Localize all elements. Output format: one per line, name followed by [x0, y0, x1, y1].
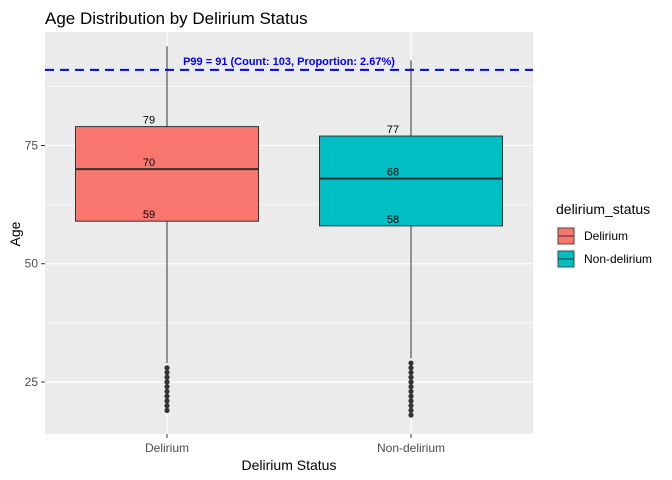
x-tick-label: Non-delirium: [377, 441, 445, 455]
plot-panel: 79 70 59 77 68 58 P99 = 91 (Count: 103, Propor…: [45, 32, 533, 434]
box-delirium: 79 70 59: [75, 46, 259, 413]
outlier-point: [408, 398, 414, 404]
box-value-label: 79: [143, 115, 155, 127]
x-axis-ticks: Delirium Non-delirium: [145, 434, 445, 455]
y-tick-label: 25: [25, 375, 39, 389]
outlier-point: [164, 403, 170, 409]
outlier-point: [408, 407, 414, 413]
legend: delirium_status Delirium Non-delirium: [556, 201, 652, 269]
outlier-point: [164, 407, 170, 413]
box-value-label: 77: [387, 124, 399, 136]
x-tick-label: Delirium: [145, 441, 189, 455]
iqr-box: [75, 126, 259, 222]
outlier-point: [164, 365, 170, 371]
y-tick-label: 50: [25, 257, 39, 271]
outlier-point: [164, 369, 170, 376]
outlier-point: [408, 360, 414, 366]
y-tick-label: 75: [25, 139, 39, 153]
x-axis-title: Delirium Status: [242, 457, 337, 473]
box-value-label: 68: [387, 167, 399, 179]
outlier-point: [164, 393, 170, 399]
box-value-label: 59: [143, 209, 155, 221]
outlier-point: [408, 384, 414, 390]
legend-label: Delirium: [584, 229, 628, 243]
y-axis-ticks: 25 50 75: [25, 139, 45, 389]
panel-background: [45, 32, 533, 434]
outlier-point: [408, 388, 414, 395]
outlier-point: [164, 374, 170, 380]
box-non-delirium: 77 68 58: [319, 60, 503, 418]
outlier-point: [408, 365, 414, 371]
legend-label: Non-delirium: [584, 252, 652, 266]
legend-title: delirium_status: [556, 201, 650, 217]
outlier-point: [408, 412, 414, 418]
box-value-label: 58: [387, 214, 399, 226]
chart-title: Age Distribution by Delirium Status: [45, 9, 308, 28]
outlier-point: [408, 374, 414, 380]
outlier-point: [164, 388, 170, 395]
outlier-point: [408, 393, 414, 399]
p99-reference-label: P99 = 91 (Count: 103, Proportion: 2.67%): [183, 56, 395, 68]
outlier-point: [164, 379, 170, 385]
outlier-point: [164, 398, 170, 404]
outlier-point: [408, 369, 414, 376]
iqr-box: [319, 135, 503, 227]
y-axis-title: Age: [7, 221, 23, 246]
outlier-point: [408, 403, 414, 409]
outlier-point: [408, 379, 414, 385]
box-value-label: 70: [143, 157, 155, 169]
outlier-point: [164, 384, 170, 390]
